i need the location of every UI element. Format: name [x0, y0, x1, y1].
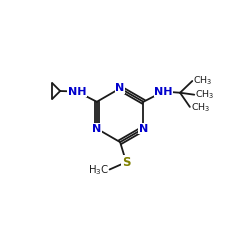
- Text: CH$_3$: CH$_3$: [191, 102, 210, 114]
- Text: N: N: [139, 124, 148, 134]
- Text: NH: NH: [154, 86, 173, 97]
- Text: S: S: [122, 156, 130, 169]
- Text: H$_3$C: H$_3$C: [88, 163, 108, 177]
- Text: CH$_3$: CH$_3$: [195, 88, 215, 101]
- Text: NH: NH: [68, 86, 86, 97]
- Text: N: N: [92, 124, 102, 134]
- Text: N: N: [116, 83, 125, 93]
- Text: CH$_3$: CH$_3$: [193, 74, 213, 87]
